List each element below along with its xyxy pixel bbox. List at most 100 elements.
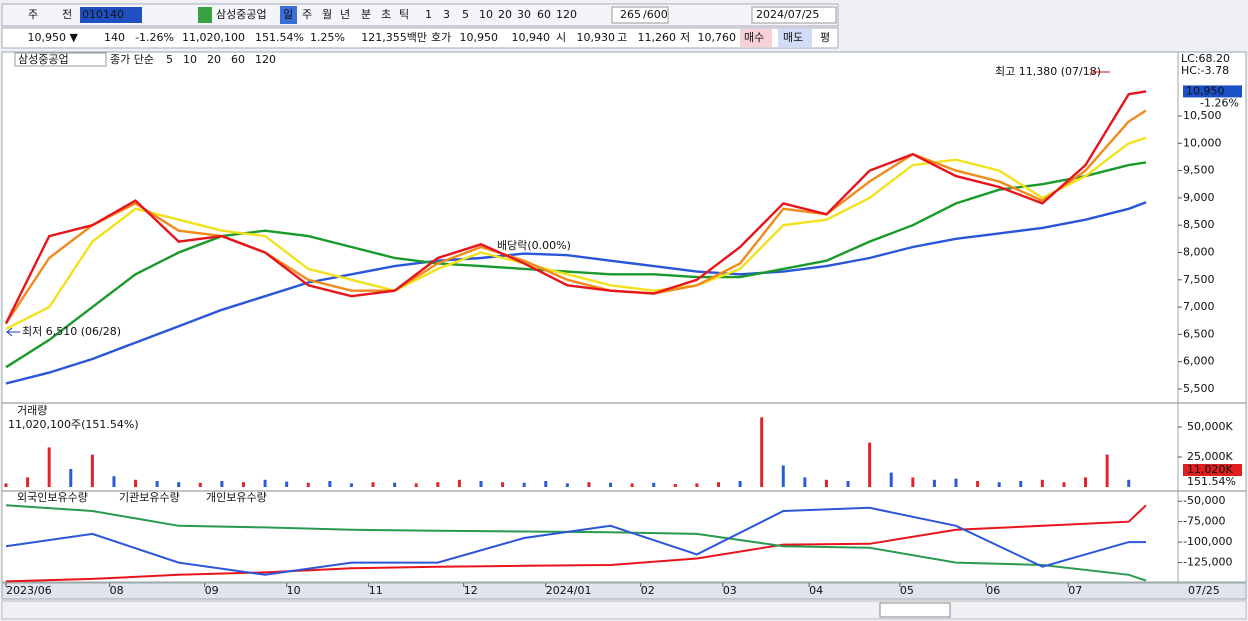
volume-bar: [393, 482, 397, 487]
toolbar-item[interactable]: 10: [479, 8, 493, 21]
y-tick-label: -100,000: [1183, 535, 1232, 548]
ma-line: [4, 90, 1147, 325]
quote-item: 121,355백만: [361, 31, 427, 44]
toolbar-item[interactable]: 주: [28, 8, 38, 21]
quote-item: 10,950 ▼: [28, 31, 79, 44]
toolbar-item[interactable]: 2024/07/25: [756, 8, 819, 21]
toolbar-item[interactable]: 5: [462, 8, 469, 21]
last-price: 10,950: [1186, 84, 1225, 97]
ma-line: [5, 504, 1147, 583]
volume-bar: [436, 482, 440, 488]
x-tick-label: 12: [464, 584, 478, 597]
toolbar-item[interactable]: 초: [381, 8, 391, 21]
quote-item: 10,940: [512, 31, 551, 44]
quote-item[interactable]: 매수: [744, 31, 764, 44]
volume-bar: [803, 477, 807, 487]
volume-bar: [976, 481, 980, 487]
volume-bar: [349, 483, 353, 487]
legend-item: 20: [207, 53, 221, 66]
y-tick-label: 8,500: [1183, 218, 1215, 231]
volume-bar: [177, 482, 181, 488]
volume-bar: [479, 481, 483, 487]
toolbar-item[interactable]: 60: [537, 8, 551, 21]
toolbar-item[interactable]: 20: [498, 8, 512, 21]
toolbar-item[interactable]: 010140: [82, 8, 124, 21]
toolbar-item[interactable]: 120: [556, 8, 577, 21]
volume-bar: [1105, 454, 1109, 487]
volume-bar: [522, 482, 526, 487]
x-end-label: 07/25: [1188, 584, 1220, 597]
legend-item: 기관보유수량: [119, 491, 180, 504]
x-tick-label: 06: [986, 584, 1000, 597]
volume-bar: [781, 465, 785, 487]
last-box: [1183, 85, 1242, 98]
volume-bar: [760, 417, 764, 487]
toolbar-item[interactable]: 주: [302, 8, 312, 21]
toolbar-item[interactable]: 월: [322, 8, 332, 21]
scroll-buttons[interactable]: [879, 602, 951, 618]
volume-bar: [69, 469, 73, 487]
quote-item[interactable]: 평: [820, 31, 830, 44]
legend-item: 5: [166, 53, 173, 66]
toolbar-item[interactable]: 265: [620, 8, 641, 21]
toolbar-item[interactable]: 1: [425, 8, 432, 21]
price-tag: [198, 7, 212, 23]
volume-bar: [4, 483, 8, 487]
scrollbar[interactable]: [1, 600, 1247, 620]
toolbar-item[interactable]: 년: [340, 8, 350, 21]
sell-btn[interactable]: [778, 29, 812, 47]
volume-bar: [673, 484, 677, 488]
legend-title: 거래량: [17, 404, 47, 417]
volume-bar: [1084, 477, 1088, 487]
volume-bar: [889, 472, 893, 487]
toolbar-item[interactable]: 일: [283, 7, 293, 21]
volume-bar: [285, 481, 289, 487]
toolbar-item[interactable]: 30: [517, 8, 531, 21]
toolbar-item[interactable]: 전: [62, 8, 72, 21]
legend-sub: 종가 단순: [110, 53, 154, 66]
period-day[interactable]: [280, 6, 297, 24]
volume-bar: [609, 482, 613, 487]
legend-item: 외국인보유수량: [17, 491, 88, 504]
quote-item: 140: [104, 31, 125, 44]
annotation: 최저 6,510 (06/28): [22, 325, 121, 338]
y-tick-label: -125,000: [1183, 556, 1232, 569]
quote-item: 호가: [431, 31, 451, 44]
volume-bar: [738, 481, 742, 487]
volume-bar: [911, 477, 915, 487]
y-tick-label: 5,500: [1183, 382, 1215, 395]
toolbar-item[interactable]: /600: [643, 8, 668, 21]
buy-btn[interactable]: [740, 29, 772, 47]
toolbar-item[interactable]: 분: [361, 8, 371, 21]
quote-item: 11,020,100: [182, 31, 245, 44]
quote-item[interactable]: 매도: [783, 31, 803, 44]
volume-bar: [328, 481, 332, 487]
volume-bar: [414, 483, 418, 487]
toolbar-item[interactable]: 삼성중공업: [216, 8, 267, 21]
quote-item: 10,760: [698, 31, 737, 44]
x-axis-bg: [1, 582, 1247, 600]
ma-line: [5, 201, 1147, 385]
arrow: [1089, 68, 1110, 76]
y-tick-label: 6,000: [1183, 355, 1215, 368]
toolbar-item[interactable]: 3: [443, 8, 450, 21]
volume-bar: [824, 479, 828, 487]
volume-bar: [242, 482, 245, 488]
quote-item: 저: [680, 31, 690, 44]
volume-bar: [263, 479, 267, 487]
quote-item: 1.25%: [310, 31, 345, 44]
legend-item: 10: [183, 53, 197, 66]
last-vol-box: [1183, 464, 1242, 476]
x-tick-label: 11: [369, 584, 383, 597]
y-tick-label: 8,000: [1183, 245, 1215, 258]
quote-item: 시: [556, 31, 566, 44]
annotation: HC:-3.78: [1181, 64, 1229, 77]
volume-bar: [587, 482, 591, 488]
code-box[interactable]: [80, 7, 142, 23]
legend-item: 개인보유수량: [206, 491, 267, 504]
x-tick-label: 07: [1068, 584, 1082, 597]
toolbar-item[interactable]: 틱: [399, 8, 409, 21]
volume-bar: [47, 447, 51, 488]
y-tick-label: -50,000: [1183, 494, 1225, 507]
